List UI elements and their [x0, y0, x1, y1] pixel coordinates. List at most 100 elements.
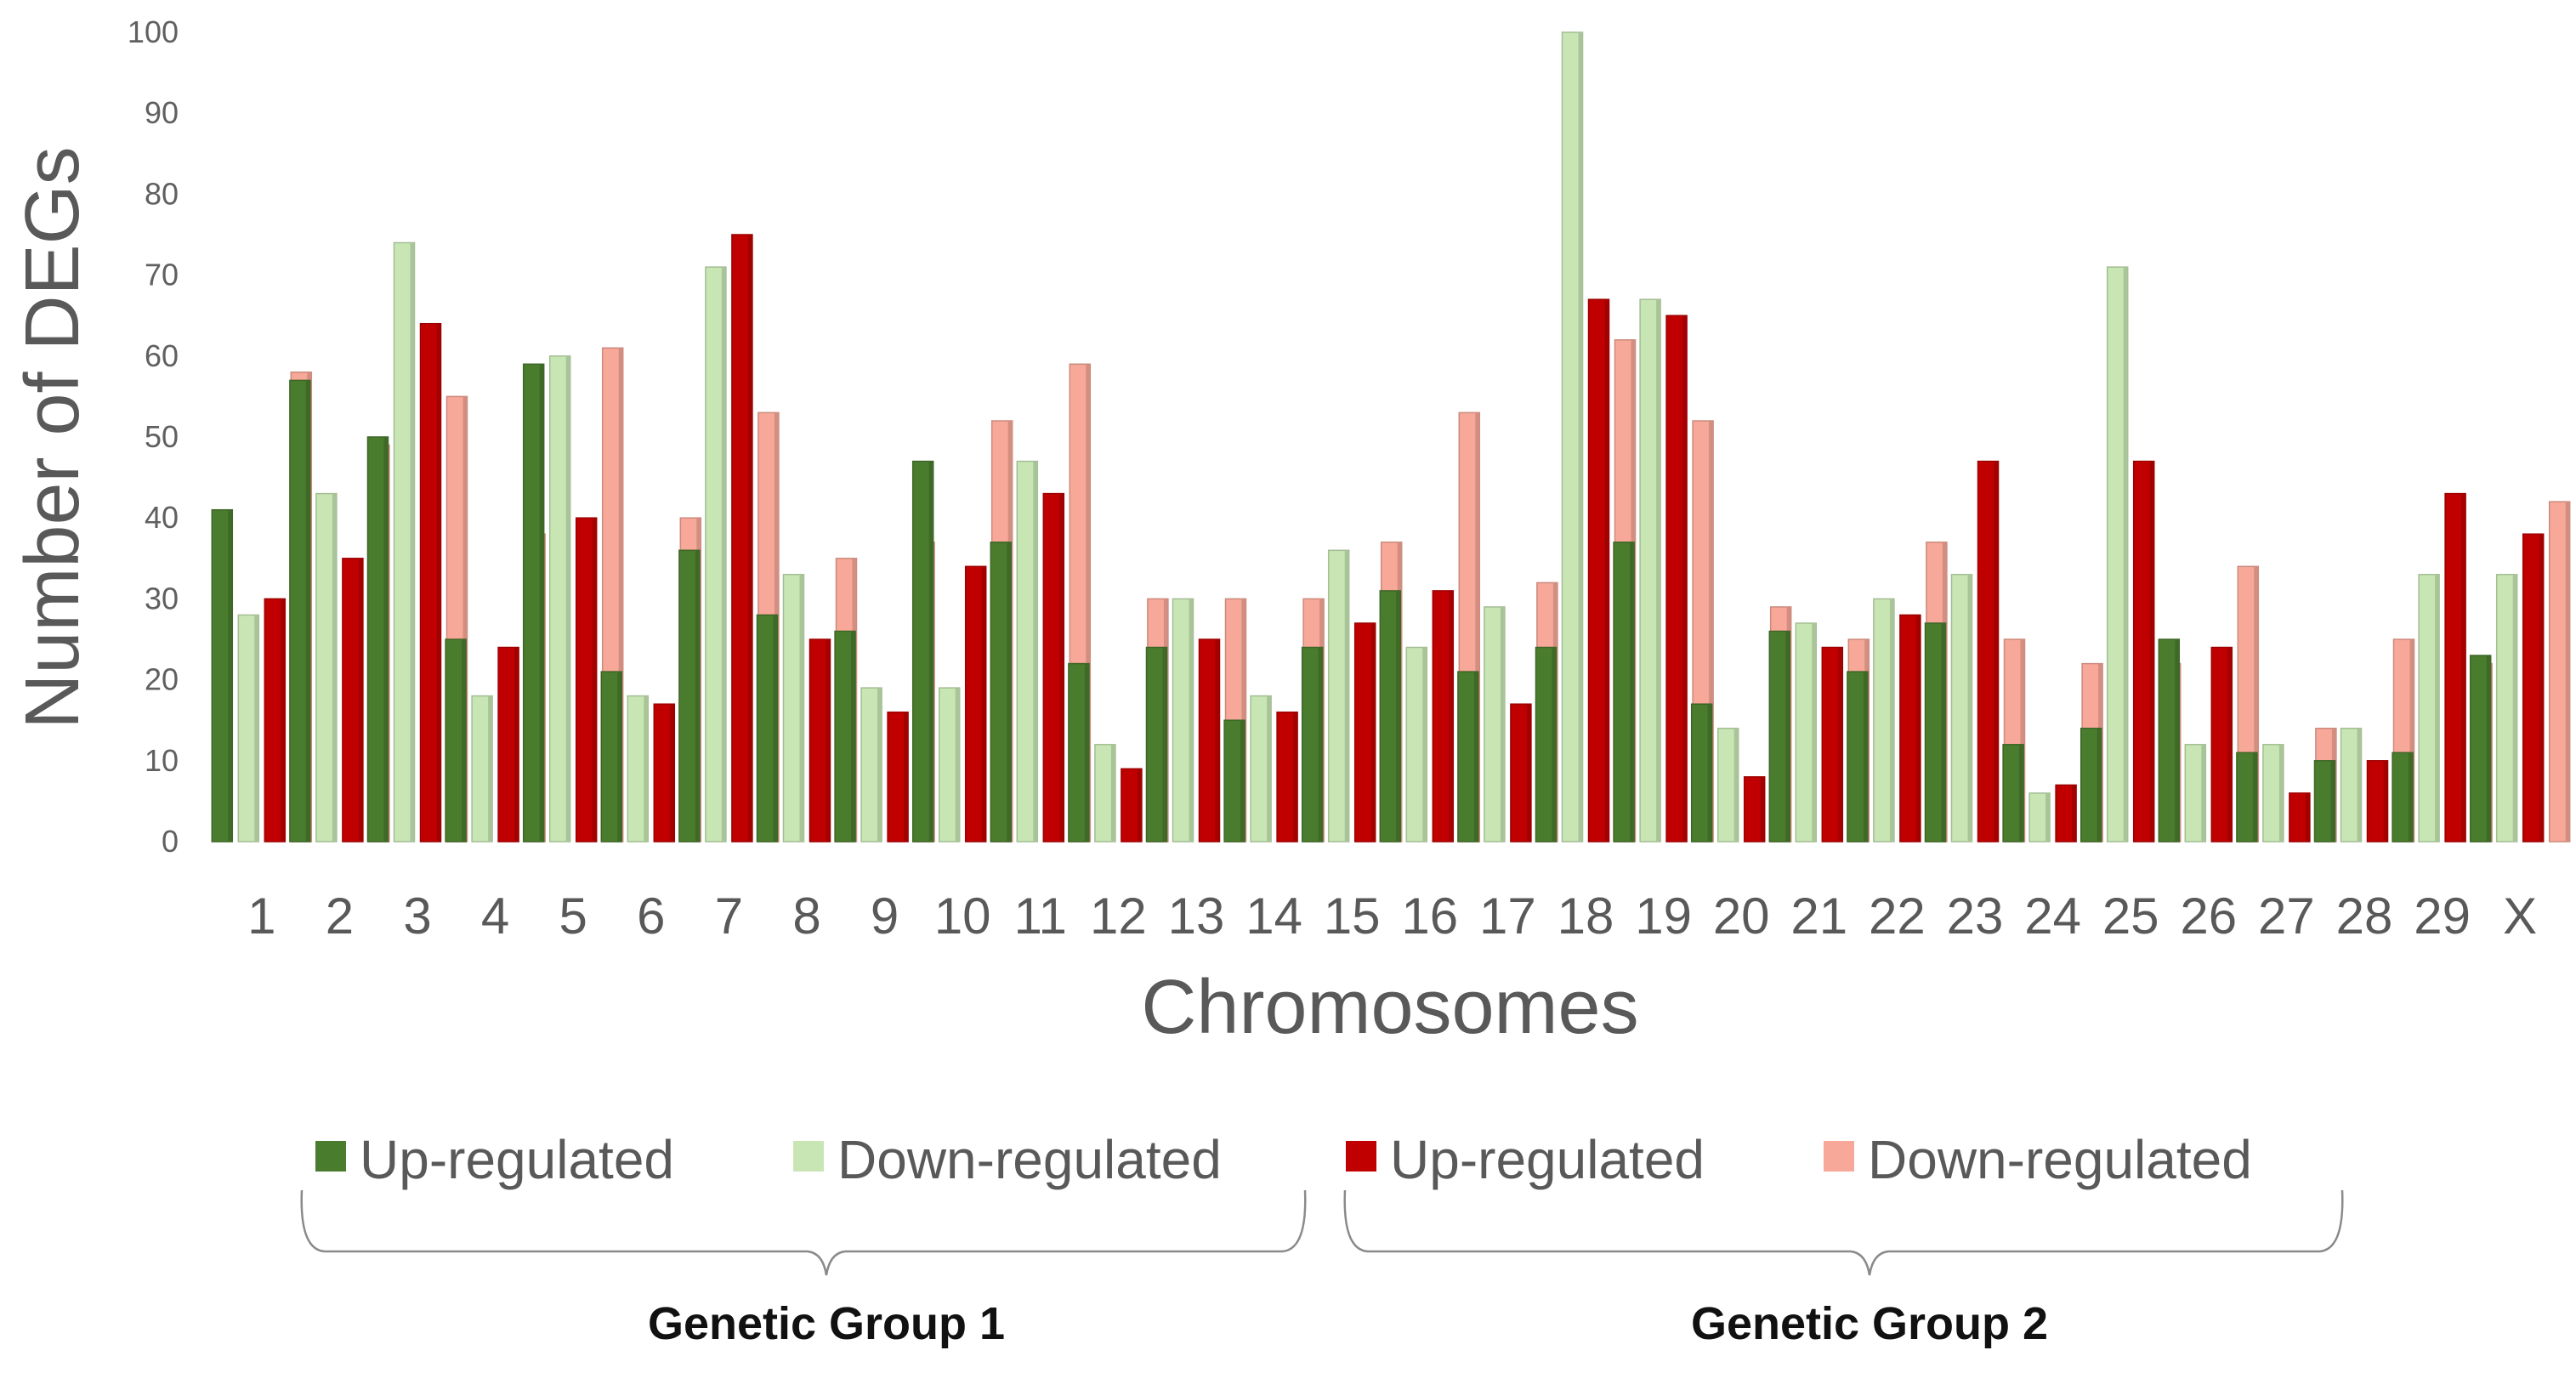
bar-edge-chr11-series0	[1007, 542, 1012, 842]
x-tick-label: 17	[1479, 888, 1536, 945]
bar-edge-chr20-series0	[1707, 704, 1712, 842]
group-brackets: Genetic Group 1 Genetic Group 2	[300, 1189, 2344, 1349]
x-tick-label: 14	[1245, 888, 1302, 945]
bar-edge-chr16-series0	[1396, 590, 1401, 842]
bar-edge-chrX-series0	[2486, 655, 2491, 842]
bar-edge-chr25-series2	[2149, 461, 2154, 842]
bar-edge-chr19-series3	[1709, 421, 1714, 842]
x-tick-label: 20	[1713, 888, 1770, 945]
bar-edge-chr25-series1	[2123, 267, 2128, 843]
x-tick-label: 8	[792, 888, 820, 945]
bar-edge-chr14-series1	[1267, 695, 1272, 842]
bar-edge-chr27-series1	[2278, 744, 2284, 842]
legend-label-g1-down: Down-regulated	[837, 1129, 1222, 1190]
legend-label-g2-down: Down-regulated	[1868, 1129, 2252, 1190]
bar-edge-chr14-series2	[1293, 712, 1298, 842]
x-tick-label: 16	[1401, 888, 1458, 945]
bar-edge-chr24-series2	[2072, 785, 2077, 842]
bar-edge-chr6-series0	[617, 672, 622, 842]
bar-edge-chr5-series3	[618, 348, 623, 842]
legend-swatch-g2-up	[1346, 1141, 1376, 1172]
x-tick-label: 24	[2024, 888, 2081, 945]
y-axis-title: Number of DEGs	[10, 146, 95, 729]
x-tick-label: 4	[481, 888, 509, 945]
bar-edge-chr2-series0	[305, 380, 310, 842]
bar-edge-chr23-series3	[2020, 639, 2025, 842]
bar-edge-chr23-series0	[1941, 623, 1946, 842]
bar-edge-chr11-series2	[1059, 493, 1064, 842]
bar-edge-chr23-series1	[1967, 574, 1972, 842]
bar-edge-chrX-series3	[2565, 502, 2570, 842]
bar-edge-chr15-series1	[1344, 550, 1349, 842]
bar-edge-chr11-series3	[1086, 364, 1091, 842]
bar-edge-chr25-series0	[2097, 728, 2102, 842]
bar-edge-chr7-series0	[695, 550, 700, 842]
bar-edge-chr3-series2	[436, 323, 441, 842]
y-tick-label: 50	[145, 419, 179, 454]
bar-edge-chr29-series1	[2435, 574, 2440, 842]
bars	[211, 31, 2571, 843]
bar-edge-chr1-series2	[281, 599, 286, 842]
x-tick-label: 23	[1947, 888, 2004, 945]
x-tick-label: 9	[871, 888, 899, 945]
y-tick-label: 80	[145, 176, 179, 211]
bar-edge-chr21-series0	[1785, 631, 1790, 842]
x-tick-label: 15	[1324, 888, 1381, 945]
x-tick-label: 29	[2414, 888, 2471, 945]
y-tick-label: 90	[145, 95, 179, 130]
bar-edge-chr5-series1	[565, 355, 570, 842]
bar-edge-chr15-series2	[1370, 623, 1376, 842]
x-axis-title: Chromosomes	[1141, 965, 1638, 1050]
x-tick-label: 25	[2102, 888, 2159, 945]
bar-edge-chr26-series2	[2227, 647, 2233, 842]
bar-edge-chr28-series3	[2409, 639, 2414, 842]
bar-edge-chr13-series1	[1189, 599, 1194, 842]
bar-edge-chr28-series1	[2357, 728, 2362, 842]
x-tick-label: 5	[559, 888, 587, 945]
x-tick-label: 7	[715, 888, 743, 945]
bar-edge-chr26-series0	[2175, 639, 2180, 842]
legend-label-g1-up: Up-regulated	[360, 1129, 674, 1190]
x-tick-label: 21	[1790, 888, 1847, 945]
bar-edge-chr17-series2	[1526, 704, 1531, 842]
bar-edge-chr22-series2	[1915, 615, 1921, 842]
bar-edge-chr17-series0	[1473, 672, 1478, 842]
bar-edge-chr15-series0	[1318, 647, 1323, 842]
y-tick-label: 70	[145, 258, 179, 292]
x-tick-label: 28	[2336, 888, 2393, 945]
bar-edge-chr24-series1	[2045, 792, 2051, 842]
x-tick-label: 2	[326, 888, 354, 945]
bar-edge-chr22-series0	[1863, 672, 1868, 842]
legend-swatch-g2-down	[1824, 1141, 1854, 1172]
legend-swatch-g1-down	[793, 1141, 824, 1172]
bar-edge-chr2-series1	[332, 493, 337, 842]
bar-edge-chr28-series2	[2383, 760, 2388, 842]
x-tick-label: 13	[1168, 888, 1225, 945]
bar-edge-chr11-series1	[1033, 461, 1038, 842]
bar-edge-chr10-series0	[928, 461, 933, 842]
legend: Up-regulated Down-regulated Up-regulated…	[315, 1129, 2252, 1190]
group-2-label: Genetic Group 2	[1691, 1298, 2048, 1349]
bar-edge-chr29-series0	[2409, 752, 2414, 842]
bar-edge-chr9-series1	[877, 688, 882, 842]
y-tick-label: 10	[145, 743, 179, 778]
bar-edge-chr10-series2	[981, 566, 986, 842]
bar-edge-chr5-series2	[592, 518, 597, 842]
x-tick-label: 3	[403, 888, 431, 945]
y-tick-label: 30	[145, 581, 179, 616]
y-tick-label: 40	[145, 500, 179, 535]
bar-edge-chr26-series1	[2201, 744, 2206, 842]
x-tick-label: X	[2503, 888, 2537, 945]
x-tick-label: 18	[1558, 888, 1614, 945]
bar-edge-chr1-series0	[228, 509, 233, 842]
bar-edge-chr27-series0	[2252, 752, 2257, 842]
group-1-brace	[300, 1189, 1307, 1276]
bar-edge-chr8-series0	[773, 615, 778, 842]
y-tick-label: 100	[128, 14, 179, 49]
x-tick-label: 26	[2180, 888, 2237, 945]
bar-edge-chr14-series0	[1240, 720, 1245, 842]
bar-edge-chr4-series2	[514, 647, 519, 842]
bar-edge-chr5-series0	[539, 364, 544, 842]
bar-edge-chr20-series2	[1760, 776, 1765, 842]
bar-edge-chr13-series2	[1215, 639, 1220, 842]
